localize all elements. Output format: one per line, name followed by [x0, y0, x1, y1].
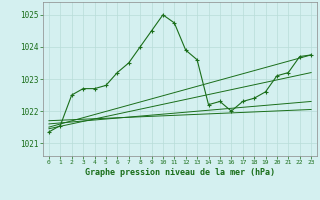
X-axis label: Graphe pression niveau de la mer (hPa): Graphe pression niveau de la mer (hPa) — [85, 168, 275, 177]
